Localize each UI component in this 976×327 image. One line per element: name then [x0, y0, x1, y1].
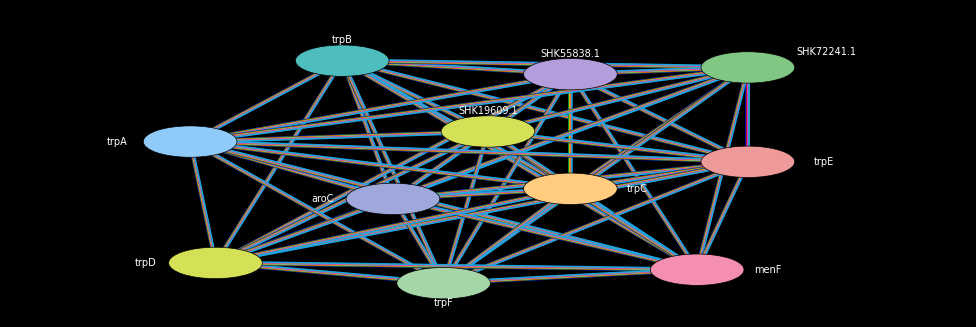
Ellipse shape	[296, 45, 389, 77]
Text: trpD: trpD	[135, 258, 156, 268]
Ellipse shape	[346, 183, 440, 215]
Ellipse shape	[523, 59, 617, 90]
Text: trpF: trpF	[433, 299, 454, 308]
Ellipse shape	[650, 254, 744, 285]
Ellipse shape	[441, 116, 535, 147]
Text: menF: menF	[753, 265, 781, 275]
Ellipse shape	[523, 173, 617, 204]
Ellipse shape	[701, 146, 794, 178]
Text: trpA: trpA	[106, 137, 127, 146]
Ellipse shape	[169, 247, 263, 279]
Text: SHK72241.1: SHK72241.1	[795, 47, 856, 57]
Text: trpB: trpB	[332, 35, 352, 45]
Text: SHK19609.1: SHK19609.1	[458, 106, 518, 116]
Text: trpC: trpC	[627, 184, 647, 194]
Text: trpE: trpE	[814, 157, 834, 167]
Ellipse shape	[397, 267, 491, 299]
Text: SHK55838.1: SHK55838.1	[541, 49, 600, 59]
Text: aroC: aroC	[311, 194, 334, 204]
Ellipse shape	[143, 126, 237, 157]
Ellipse shape	[701, 52, 794, 83]
